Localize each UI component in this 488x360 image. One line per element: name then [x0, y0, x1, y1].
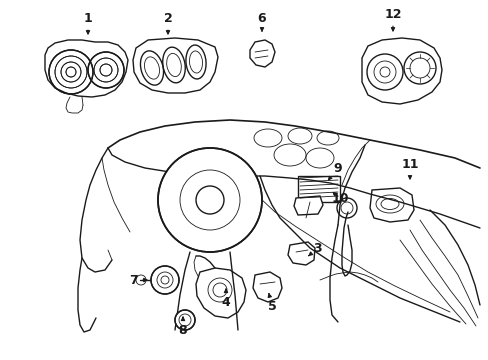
- Polygon shape: [45, 40, 128, 97]
- Circle shape: [175, 310, 195, 330]
- Polygon shape: [361, 38, 441, 104]
- Polygon shape: [369, 188, 413, 222]
- Text: 4: 4: [221, 289, 230, 309]
- Circle shape: [151, 266, 179, 294]
- Text: 5: 5: [267, 294, 276, 312]
- Polygon shape: [249, 40, 274, 67]
- Polygon shape: [196, 268, 245, 318]
- Text: 10: 10: [330, 192, 348, 204]
- Polygon shape: [133, 38, 218, 93]
- Polygon shape: [293, 196, 323, 215]
- Polygon shape: [287, 242, 314, 265]
- Text: 8: 8: [178, 317, 187, 337]
- Bar: [297, 176, 339, 202]
- Text: 2: 2: [163, 12, 172, 34]
- Text: 7: 7: [128, 274, 147, 287]
- Circle shape: [158, 148, 262, 252]
- Text: 11: 11: [401, 158, 418, 179]
- Text: 9: 9: [328, 162, 342, 180]
- Text: 12: 12: [384, 8, 401, 31]
- Text: 3: 3: [308, 242, 322, 256]
- Polygon shape: [252, 272, 282, 302]
- Text: 1: 1: [83, 12, 92, 34]
- Text: 6: 6: [257, 12, 266, 31]
